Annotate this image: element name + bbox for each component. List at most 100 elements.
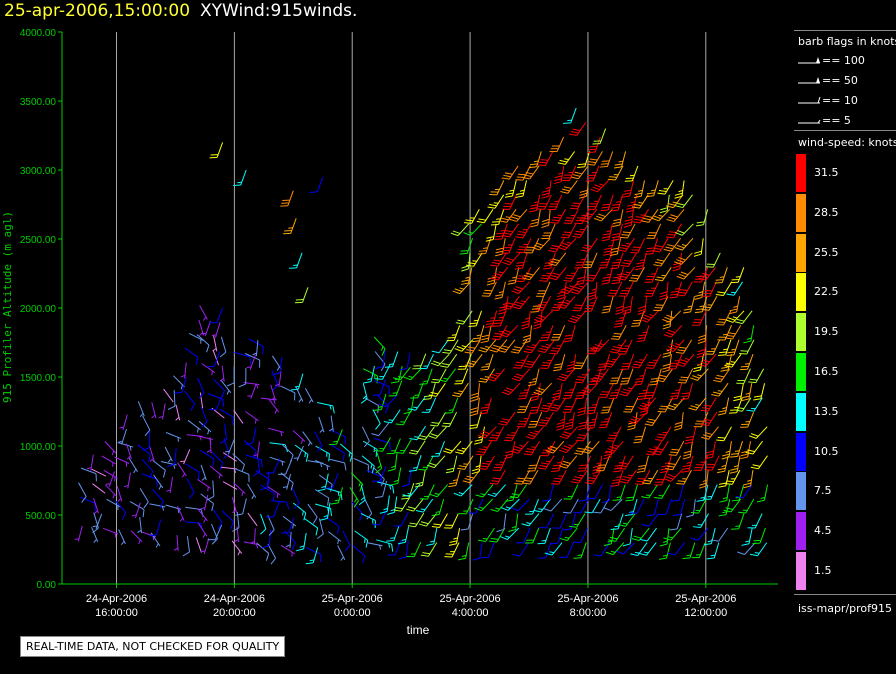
wind-barb [508, 513, 519, 532]
wind-barb [521, 310, 531, 330]
wind-barb [612, 209, 624, 228]
wind-barb [395, 410, 412, 426]
wind-barb [393, 511, 409, 527]
barb-legend-label: == 100 [822, 54, 865, 67]
wind-barb [726, 339, 740, 357]
wind-barb [247, 512, 258, 527]
wind-barb [724, 469, 741, 485]
wind-barb [261, 529, 272, 549]
legend-footer: iss-mapr/prof915 [798, 602, 893, 615]
wind-barb [617, 238, 635, 252]
wind-barb [533, 382, 553, 396]
wind-barb [663, 324, 683, 338]
wind-barb [637, 383, 650, 401]
wind-barb [651, 208, 671, 222]
wind-barb [515, 180, 527, 198]
wind-barb [734, 397, 752, 412]
wind-barb [685, 499, 696, 518]
wind-barb [586, 397, 600, 415]
wind-barb [412, 353, 427, 370]
wind-barb [167, 390, 176, 410]
wind-barb [743, 325, 755, 344]
x-tick-label: 25-Apr-2006 [557, 593, 618, 605]
wind-barb [619, 223, 636, 239]
wind-barb [706, 542, 720, 560]
wind-barb [516, 527, 531, 544]
wind-barb [668, 354, 683, 370]
wind-barb [114, 456, 130, 467]
wind-barb [152, 460, 166, 478]
wind-barb [498, 296, 509, 315]
wind-barb [660, 455, 672, 474]
wind-barb [485, 223, 497, 242]
wind-barb [528, 194, 541, 213]
wind-barb [480, 354, 494, 371]
wind-barb [718, 498, 731, 517]
speed-bin-label: 13.5 [814, 404, 839, 418]
wind-barb [696, 339, 707, 359]
wind-barb [222, 481, 238, 490]
wind-barb [674, 237, 694, 251]
wind-barb [470, 397, 480, 417]
wind-barb [637, 296, 648, 315]
wind-barb [201, 363, 216, 376]
wind-barb [573, 498, 590, 514]
wind-barb [682, 542, 696, 560]
wind-barb [572, 223, 589, 238]
wind-barb [232, 453, 245, 472]
speed-color-swatch [796, 472, 806, 511]
wind-barb [245, 427, 257, 445]
wind-barb [268, 398, 280, 414]
wind-barb [618, 513, 636, 527]
wind-barb [284, 530, 296, 550]
wind-barb [371, 422, 390, 437]
wind-barb [733, 383, 744, 402]
wind-barb [594, 208, 613, 222]
wind-barb [607, 165, 624, 181]
wind-barb [247, 483, 257, 500]
wind-barb [419, 484, 435, 500]
speed-color-swatch [796, 313, 806, 352]
wind-barb [587, 194, 602, 210]
wind-barb [559, 455, 578, 469]
wind-barb [610, 513, 624, 531]
x-tick-label: 4:00:00 [452, 607, 489, 619]
wind-barb [566, 354, 577, 373]
wind-barb [387, 453, 398, 472]
wind-barb [479, 397, 492, 415]
wind-barb [563, 325, 576, 343]
wind-barb [605, 440, 624, 454]
wind-barb [330, 429, 346, 445]
wind-barb [701, 426, 719, 440]
wind-barb [253, 441, 260, 458]
wind-barb [496, 513, 507, 533]
wind-barb [675, 194, 693, 209]
barb-legend-item: == 5 [798, 114, 851, 127]
wind-barb [280, 385, 296, 401]
wind-barb [540, 440, 556, 457]
wind-barb [142, 431, 151, 451]
wind-barb [130, 530, 143, 545]
wind-barb [634, 469, 651, 485]
speed-color-swatch [796, 552, 806, 590]
y-tick-label: 3500.00 [20, 97, 57, 108]
wind-barb [628, 267, 645, 282]
wind-barb [403, 367, 423, 381]
wind-barb [267, 543, 277, 565]
wind-barb [624, 165, 639, 182]
wind-barb [638, 542, 657, 556]
wind-barb [590, 339, 610, 352]
wind-barb [698, 353, 717, 367]
wind-barb [212, 509, 223, 530]
wind-barb [705, 441, 716, 460]
wind-barb [529, 397, 543, 414]
wind-barb [478, 455, 496, 470]
wind-barb [91, 468, 107, 477]
wind-barb [601, 296, 614, 314]
wind-barb [373, 393, 387, 411]
wind-barb [578, 412, 589, 431]
wind-barb [551, 455, 565, 472]
wind-barb [231, 540, 243, 556]
wind-barb [197, 522, 208, 538]
wind-barb [746, 397, 763, 412]
